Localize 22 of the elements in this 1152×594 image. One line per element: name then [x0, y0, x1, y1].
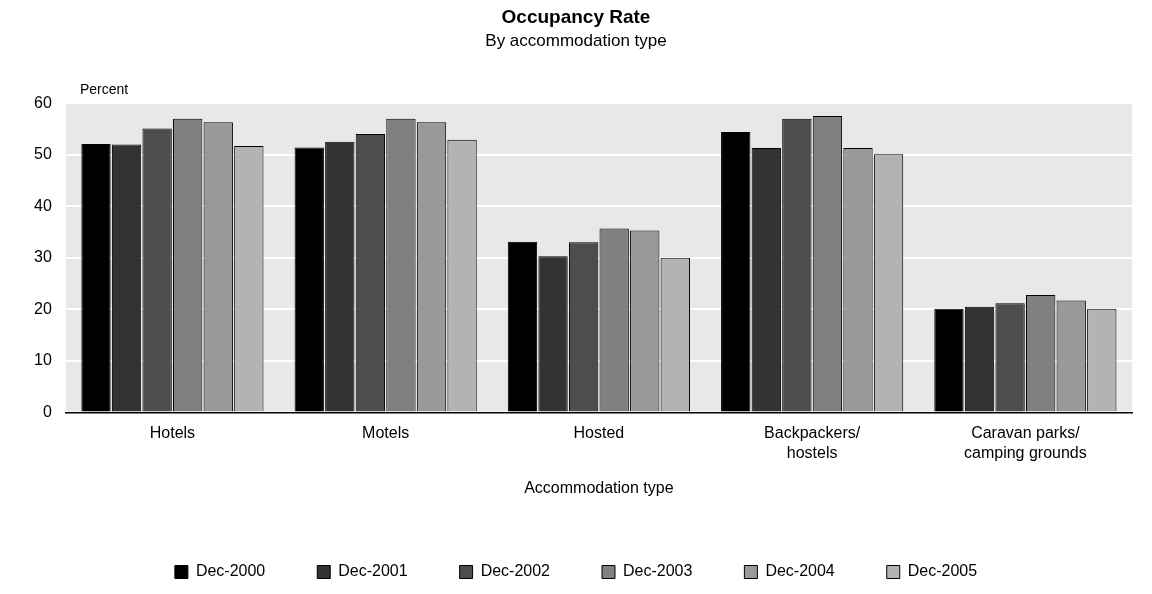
x-tick-label: Hosted — [573, 424, 625, 442]
y-tick-label: 60 — [34, 93, 52, 111]
legend-label: Dec-2002 — [480, 562, 551, 580]
y-tick-label: 0 — [42, 402, 52, 420]
y-tick-label: 50 — [34, 145, 52, 163]
legend-label: Dec-2001 — [338, 562, 408, 580]
y-tick-label: 40 — [34, 196, 52, 214]
chart-subtitle: By accommodation type — [485, 30, 667, 50]
y-axis-title: Percent — [80, 81, 129, 98]
y-tick-label: 10 — [34, 351, 52, 369]
x-axis-title: Accommodation type — [524, 478, 674, 496]
legend-label: Dec-2005 — [907, 562, 978, 580]
x-tick-label: Caravan parks/ camping grounds — [964, 424, 1087, 461]
legend-label: Dec-2004 — [765, 562, 835, 580]
x-tick-label: Motels — [362, 424, 410, 442]
y-tick-label: 30 — [34, 248, 52, 266]
legend-label: Dec-2000 — [195, 562, 266, 580]
chart-title: Occupancy Rate — [501, 5, 651, 27]
x-tick-label: Hotels — [149, 424, 196, 442]
y-tick-label: 20 — [34, 299, 52, 317]
x-tick-label: Backpackers/ hostels — [764, 424, 861, 461]
legend-label: Dec-2003 — [623, 562, 693, 580]
